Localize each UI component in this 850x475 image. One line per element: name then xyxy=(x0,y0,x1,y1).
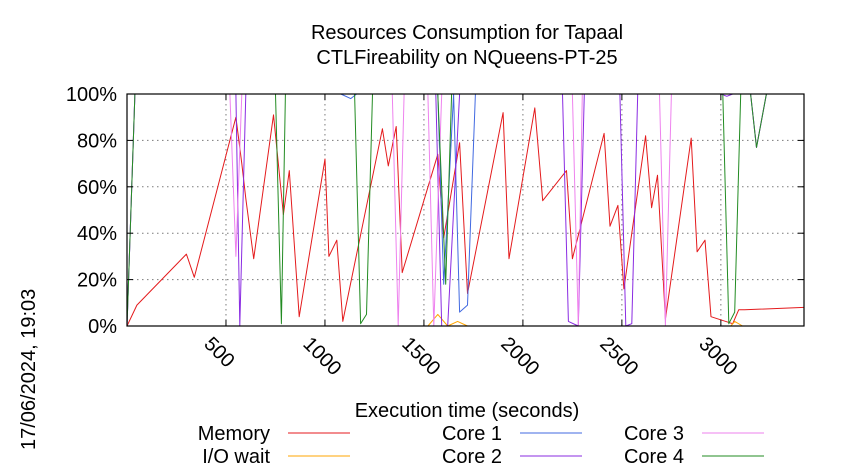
series-line-core-4 xyxy=(126,93,804,327)
legend-label: Core 1 xyxy=(442,423,502,445)
x-axis-label: Execution time (seconds) xyxy=(355,400,580,422)
legend-label: Core 2 xyxy=(442,446,502,468)
legend-item-core-1: Core 1 xyxy=(442,423,582,445)
series-line-core-2 xyxy=(126,93,804,327)
series-line-core-3 xyxy=(126,93,804,327)
series-line-memory xyxy=(126,107,805,327)
y-tick-label: 0% xyxy=(88,316,117,338)
series-line-core-1 xyxy=(126,93,804,327)
plot-frame xyxy=(126,93,805,327)
legend-item-core-3: Core 3 xyxy=(624,423,764,445)
grid xyxy=(127,94,804,326)
x-tick-label: 2500 xyxy=(595,333,642,380)
y-tick-label: 40% xyxy=(77,223,117,245)
y-tick-label: 60% xyxy=(77,177,117,199)
timestamp-label: 17/06/2024, 19:03 xyxy=(18,289,40,450)
x-tick-label: 1000 xyxy=(298,333,345,380)
legend-label: Memory xyxy=(198,423,270,445)
chart-title-line-2: CTLFireability on NQueens-PT-25 xyxy=(316,47,617,69)
legend-label: I/O wait xyxy=(202,446,270,468)
series-lines xyxy=(126,93,805,327)
x-tick-label: 500 xyxy=(199,333,238,372)
legend-item-i-o-wait: I/O wait xyxy=(202,446,350,468)
series-line-i-o-wait xyxy=(127,313,804,327)
legend-item-core-4: Core 4 xyxy=(624,446,764,468)
x-tick-label: 2000 xyxy=(496,333,543,380)
y-tick-label: 100% xyxy=(66,84,117,106)
y-tick-label: 80% xyxy=(77,130,117,152)
legend-item-core-2: Core 2 xyxy=(442,446,582,468)
legend-item-memory: Memory xyxy=(198,423,350,445)
chart-title-line-1: Resources Consumption for Tapaal xyxy=(311,22,623,44)
legend-label: Core 4 xyxy=(624,446,684,468)
x-tick-label: 1500 xyxy=(397,333,444,380)
y-axis-ticks: 0% 20% 40% 60% 80% 100% xyxy=(66,84,804,338)
x-tick-label: 3000 xyxy=(694,333,741,380)
legend-label: Core 3 xyxy=(624,423,684,445)
y-tick-label: 20% xyxy=(77,270,117,292)
